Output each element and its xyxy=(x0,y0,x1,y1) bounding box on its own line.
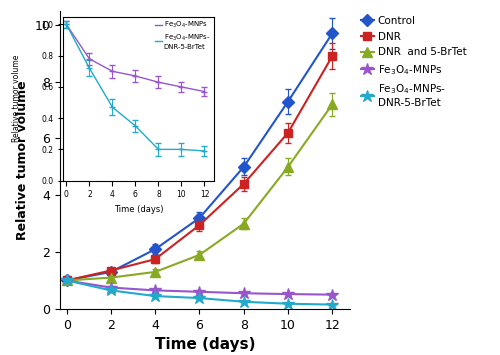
Legend: Control, DNR, DNR  and 5-BrTet, Fe$_3$O$_4$-MNPs, Fe$_3$O$_4$-MNPs-
DNR-5-BrTet: Control, DNR, DNR and 5-BrTet, Fe$_3$O$_… xyxy=(361,16,467,108)
Y-axis label: Relative tumor volume: Relative tumor volume xyxy=(16,80,29,240)
X-axis label: Time (days): Time (days) xyxy=(155,337,256,352)
